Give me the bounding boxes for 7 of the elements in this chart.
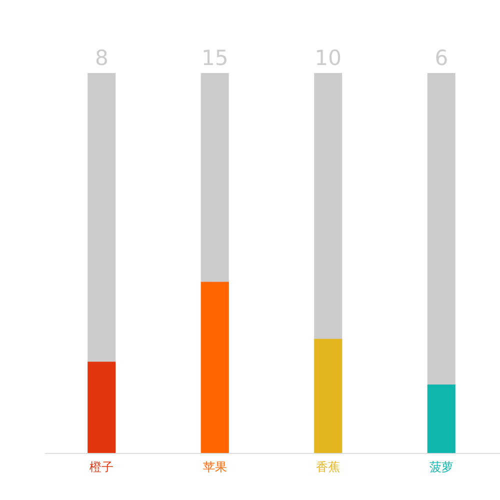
x-tick-label: 菠萝 bbox=[429, 460, 454, 474]
bar bbox=[427, 384, 456, 453]
x-tick-label: 苹果 bbox=[202, 460, 227, 474]
bar bbox=[314, 338, 342, 453]
x-tick-label: 橙子 bbox=[90, 460, 114, 474]
bar bbox=[88, 362, 116, 453]
x-tick-label: 香蕉 bbox=[316, 460, 340, 474]
